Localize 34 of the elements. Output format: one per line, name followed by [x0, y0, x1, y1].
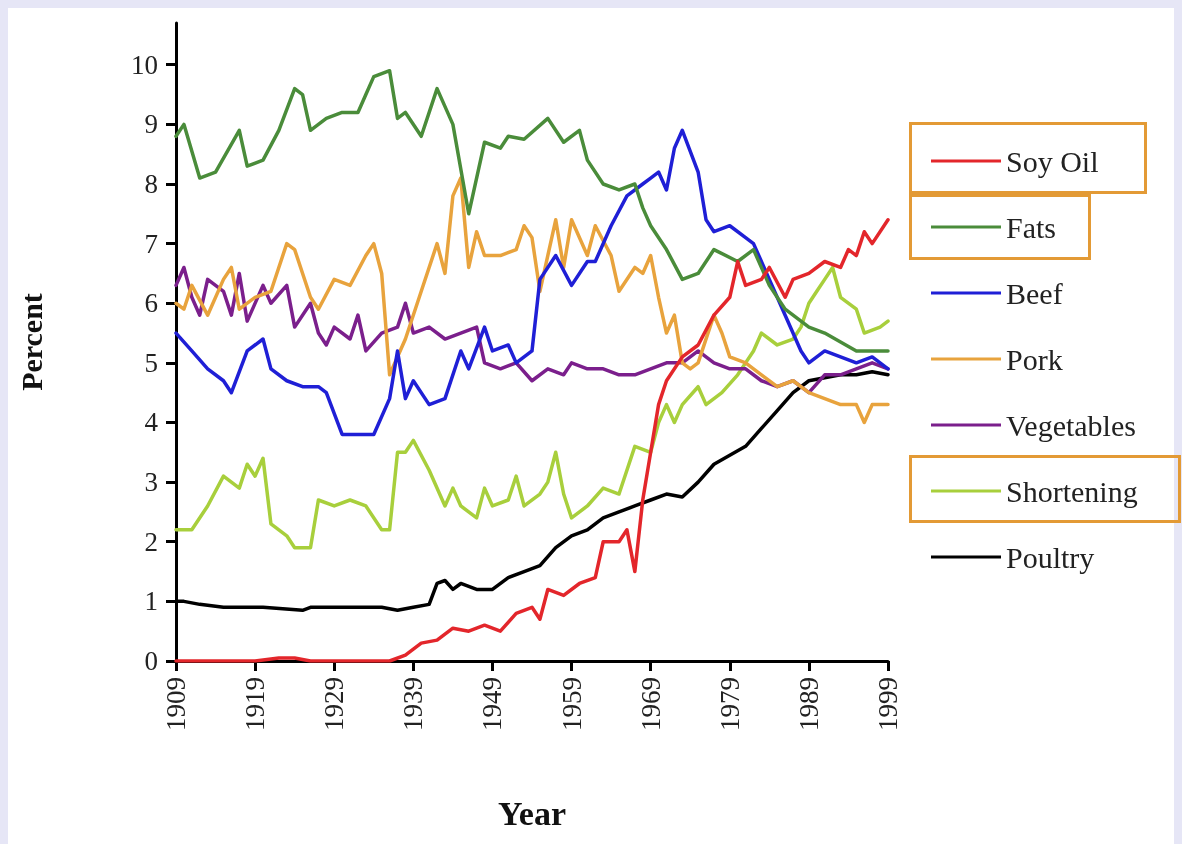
line-series [174, 128, 890, 437]
legend-label: Vegetables [1006, 408, 1136, 442]
y-tick-label: 4 [144, 407, 159, 438]
y-tick-label: 0 [144, 646, 158, 676]
line-series [174, 265, 890, 550]
x-tick-label: 1979 [714, 677, 745, 731]
x-tick-label: 1969 [635, 677, 666, 731]
y-tick-label: 8 [144, 168, 158, 199]
legend-label: Poultry [1006, 540, 1095, 574]
x-axis-title: Year [498, 794, 566, 832]
x-tick-label: 1949 [477, 677, 508, 731]
line-series [174, 176, 890, 425]
y-tick-label: 7 [144, 228, 158, 259]
y-tick-label: 10 [131, 49, 158, 80]
y-tick-label: 9 [144, 109, 158, 140]
x-tick-label: 1919 [240, 677, 271, 731]
y-tick-label: 1 [144, 586, 158, 617]
x-tick-label: 1909 [161, 677, 191, 731]
y-tick-label: 6 [144, 288, 158, 319]
x-tick-label: 1959 [556, 677, 587, 731]
x-tick-label: 1929 [319, 677, 350, 731]
legend-label: Soy Oil [1006, 144, 1099, 178]
y-axis-title: Percent [14, 293, 48, 391]
x-tick-label: 1999 [873, 677, 903, 731]
y-tick-label: 5 [144, 347, 158, 378]
legend-label: Pork [1006, 342, 1063, 376]
y-tick-label: 3 [144, 467, 158, 498]
x-tick-label: 1939 [398, 677, 429, 731]
legend-label: Beef [1006, 276, 1063, 310]
x-tick-label: 1989 [793, 677, 824, 731]
line-series [174, 68, 890, 353]
legend-label: Fats [1006, 210, 1057, 244]
y-tick-label: 2 [144, 526, 158, 557]
legend-label: Shortening [1006, 474, 1138, 508]
